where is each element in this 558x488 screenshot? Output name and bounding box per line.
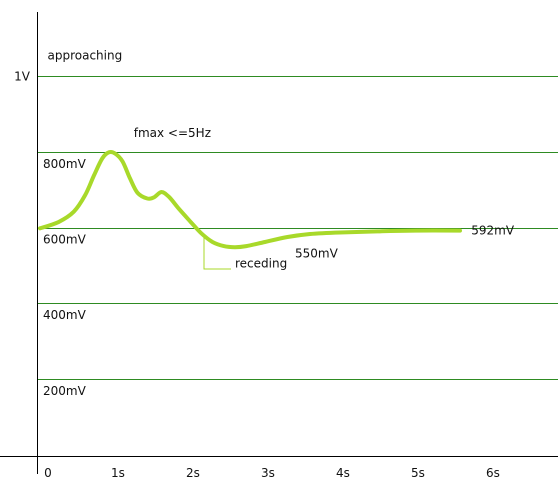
- receding-leader-line: [203, 236, 231, 270]
- gridlines: [37, 76, 558, 380]
- annotation-label: fmax <=5Hz: [134, 126, 211, 140]
- y-tick-label: 200mV: [43, 384, 87, 398]
- y-tick-label: 600mV: [43, 233, 87, 247]
- annotation-label: 592mV: [471, 224, 515, 238]
- x-tick-label: 4s: [336, 466, 350, 480]
- x-tick-label: 6s: [486, 466, 500, 480]
- annotation-label: receding: [235, 257, 287, 271]
- x-tick-label: 2s: [186, 466, 200, 480]
- y-tick-label: 1V: [14, 69, 31, 83]
- x-tick-label: 5s: [411, 466, 425, 480]
- x-tick-label: 3s: [261, 466, 275, 480]
- annotation-label: approaching: [48, 48, 123, 62]
- y-tick-label: 800mV: [43, 157, 87, 171]
- annotations: approaching fmax <=5Hz receding 550mV 592mV: [48, 48, 515, 270]
- axes: [0, 12, 558, 474]
- series-layer: [38, 149, 462, 250]
- annotation-leaders: [203, 236, 231, 270]
- x-tick-label: 1s: [111, 466, 125, 480]
- series-line-0: [38, 149, 462, 250]
- tick-labels: 1V 800mV 600mV 400mV 200mV 0 1s 2s 3s 4s 5s 6s: [14, 69, 500, 480]
- y-tick-label: 400mV: [43, 308, 87, 322]
- x-tick-label: 0: [44, 466, 52, 480]
- annotation-label: 550mV: [295, 246, 339, 260]
